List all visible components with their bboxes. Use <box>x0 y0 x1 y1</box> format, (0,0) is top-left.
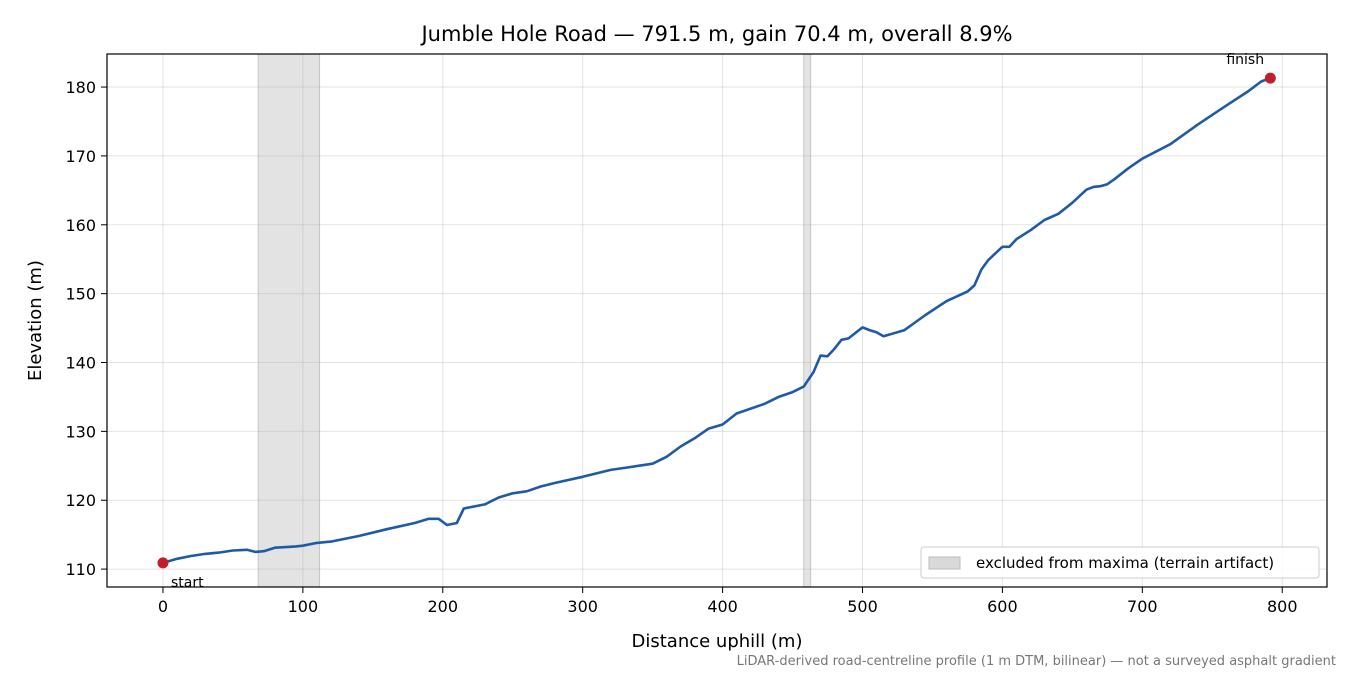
axis-ticks: 0 100 200 300 400 500 600 700 800 110 120 130 140 150… <box>65 78 1297 616</box>
start-marker <box>157 557 169 569</box>
x-tick-label: 200 <box>428 597 459 616</box>
legend-label: excluded from maxima (terrain artifact) <box>976 554 1274 572</box>
excluded-band <box>803 53 812 588</box>
elevation-line <box>161 76 1272 565</box>
excluded-bands <box>257 53 812 588</box>
x-tick-label: 500 <box>847 597 878 616</box>
plot-lines <box>161 76 1272 565</box>
y-axis-label: Elevation (m) <box>25 260 46 381</box>
x-tick-label: 0 <box>158 597 168 616</box>
x-tick-label: 300 <box>567 597 598 616</box>
x-tick-label: 800 <box>1267 597 1298 616</box>
legend: excluded from maxima (terrain artifact) <box>920 546 1320 579</box>
x-tick-label: 100 <box>288 597 319 616</box>
finish-marker <box>1264 72 1276 84</box>
legend-box <box>920 546 1320 579</box>
x-tick-label: 700 <box>1127 597 1158 616</box>
legend-swatch <box>928 556 961 570</box>
x-tick-label: 400 <box>707 597 738 616</box>
y-tick-label: 180 <box>65 78 96 97</box>
footnote: LiDAR-derived road-centreline profile (1… <box>737 654 1336 669</box>
grid <box>107 54 1327 587</box>
plot-frame <box>106 53 1328 588</box>
y-tick-label: 120 <box>65 491 96 510</box>
excluded-band <box>257 53 321 588</box>
y-tick-label: 110 <box>65 560 96 579</box>
x-axis-label: Distance uphill (m) <box>632 631 803 652</box>
finish-annotation: finish <box>1226 52 1264 68</box>
x-tick-label: 600 <box>987 597 1018 616</box>
chart-title: Jumble Hole Road — 791.5 m, gain 70.4 m,… <box>419 22 1012 46</box>
y-tick-label: 130 <box>65 422 96 441</box>
y-tick-label: 160 <box>65 216 96 235</box>
y-tick-label: 140 <box>65 354 96 373</box>
start-annotation: start <box>171 575 204 591</box>
y-tick-label: 150 <box>65 285 96 304</box>
y-tick-label: 170 <box>65 147 96 166</box>
